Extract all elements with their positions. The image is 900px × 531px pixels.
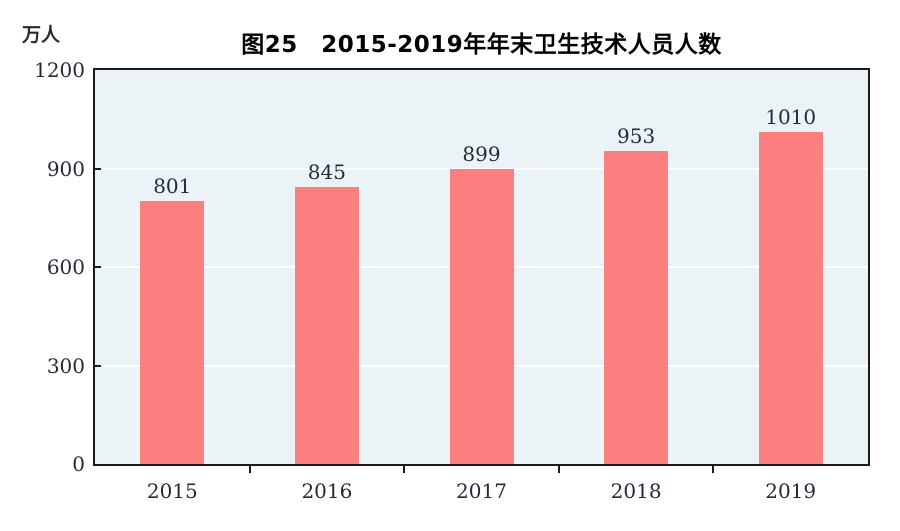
chart-title: 图25 2015-2019年年末卫生技术人员人数 (241, 32, 722, 58)
y-axis-label: 300 (46, 353, 85, 378)
y-axis-tick (95, 364, 101, 367)
y-axis-tick (95, 167, 101, 170)
y-axis-tick (95, 266, 101, 268)
x-axis-tick (248, 464, 251, 473)
y-axis-label: 900 (46, 156, 85, 181)
bar-value-label: 953 (617, 124, 656, 149)
x-axis-label: 2015 (146, 479, 198, 503)
gridline (95, 167, 868, 170)
x-axis-label: 2017 (456, 479, 507, 503)
bar-value-label: 1010 (765, 105, 817, 130)
y-axis-label: 1200 (34, 58, 85, 82)
x-axis-tick (712, 464, 715, 473)
y-axis-labels: 0 300 600 900 1200 (0, 0, 85, 531)
bar (449, 168, 514, 464)
y-axis-unit-label: 万人 (22, 24, 61, 46)
bar-value-label: 845 (307, 159, 346, 184)
bar-value-label: 899 (462, 141, 501, 166)
x-axis-label: 2019 (765, 479, 817, 503)
bar-value-label: 801 (153, 174, 192, 199)
x-axis-label: 2016 (301, 479, 353, 503)
bar (140, 201, 205, 464)
plot-area: 801 2015 845 2016 899 2017 953 2018 1010 2019 (93, 68, 870, 502)
y-axis-label: 0 (72, 452, 85, 476)
x-axis-tick (557, 464, 560, 473)
x-axis-label: 2018 (610, 479, 662, 503)
y-axis-label: 600 (46, 255, 85, 279)
bar (758, 132, 823, 464)
bar (604, 151, 669, 464)
bar (294, 186, 359, 464)
x-axis-tick (403, 464, 406, 473)
